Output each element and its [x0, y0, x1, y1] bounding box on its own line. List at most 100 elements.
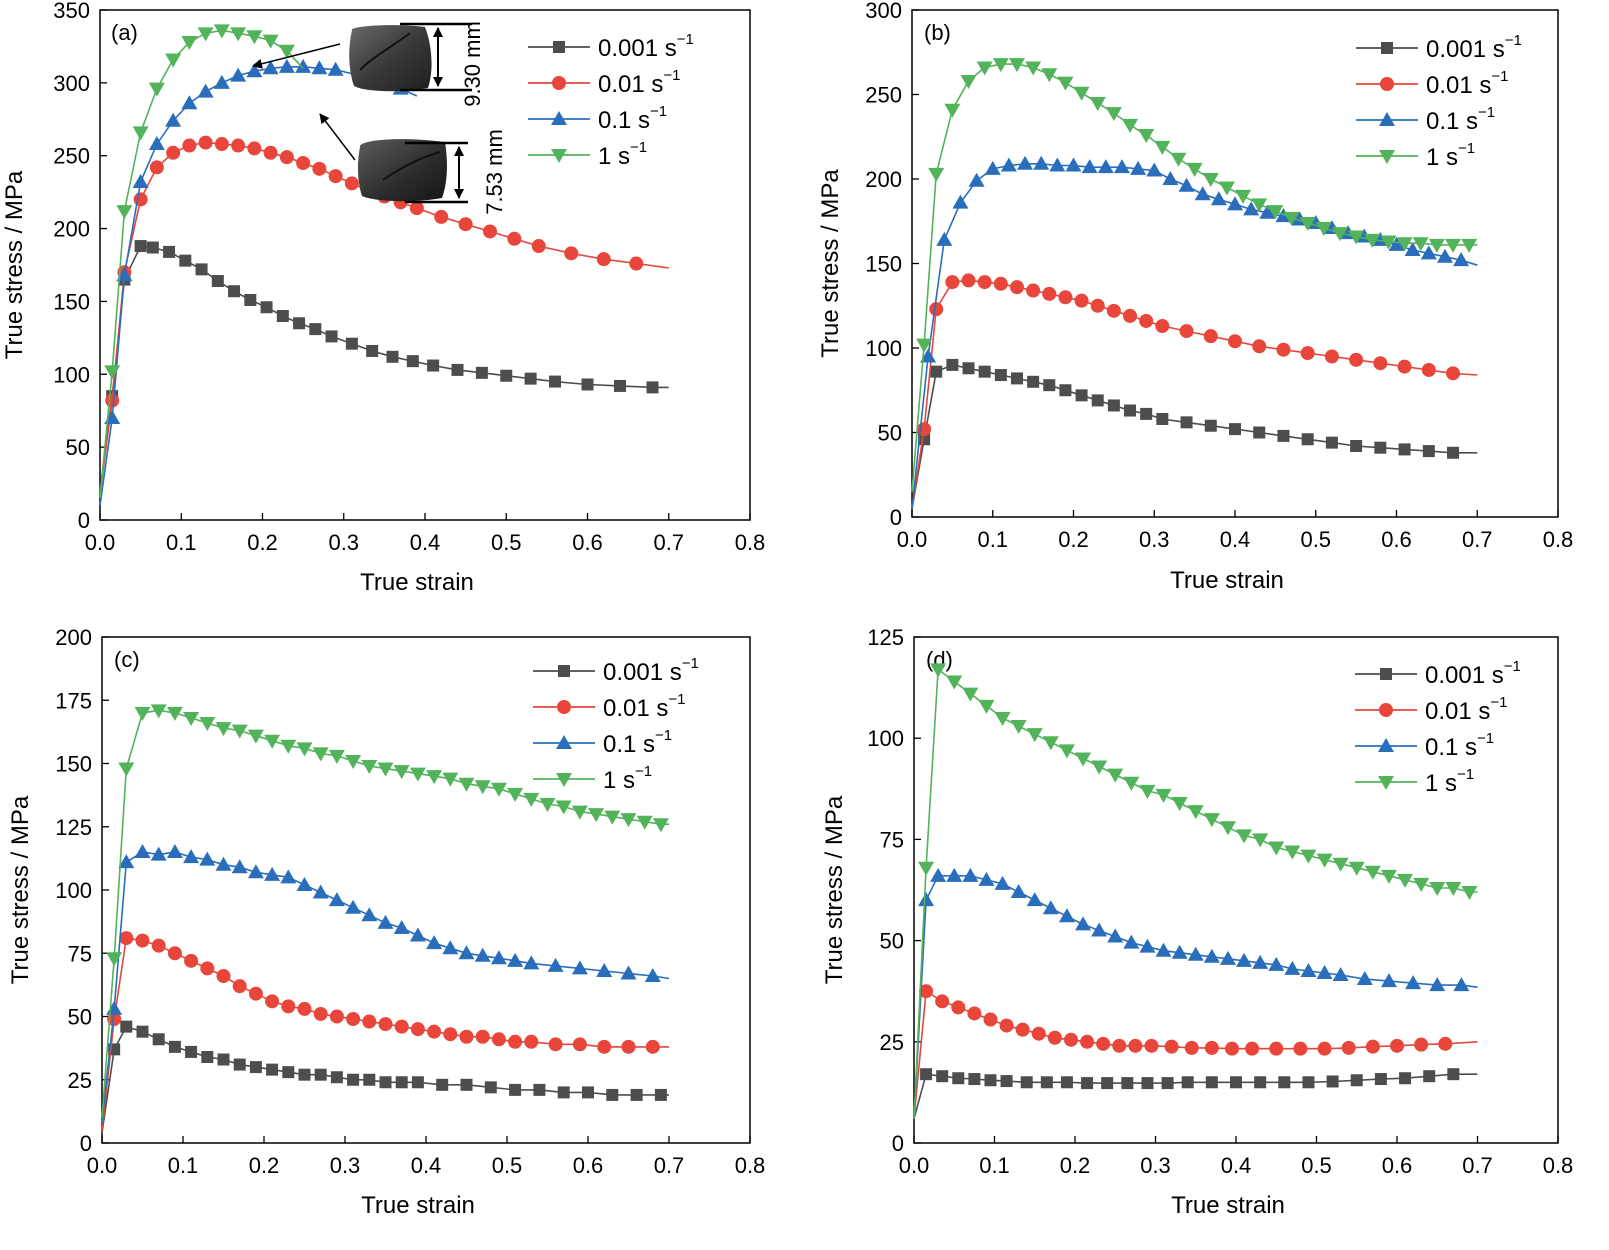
- data-point: [1301, 433, 1314, 446]
- data-point: [1139, 784, 1156, 799]
- data-point: [960, 74, 977, 89]
- series-0_01: [911, 273, 1478, 509]
- data-point: [136, 1025, 149, 1038]
- y-tick-label: 150: [865, 252, 902, 277]
- data-point: [945, 275, 960, 290]
- data-point: [1008, 58, 1025, 73]
- data-point: [523, 792, 540, 807]
- data-point: [1027, 375, 1040, 388]
- data-point: [1017, 155, 1034, 170]
- data-point: [976, 61, 993, 76]
- data-point: [1350, 440, 1363, 453]
- data-point: [1096, 1036, 1111, 1051]
- data-point: [1141, 1077, 1154, 1090]
- data-point: [1364, 233, 1381, 248]
- data-point: [1203, 329, 1218, 344]
- data-point: [426, 935, 443, 950]
- data-point: [507, 952, 524, 967]
- data-point: [978, 871, 995, 886]
- y-tick-label: 25: [68, 1068, 92, 1093]
- data-point: [166, 145, 181, 160]
- data-point: [247, 729, 264, 744]
- data-point: [1130, 160, 1147, 175]
- data-point: [246, 63, 263, 78]
- data-point: [524, 372, 537, 385]
- legend-item: 0.1 s−1: [533, 727, 672, 758]
- data-point: [1026, 728, 1043, 743]
- data-point: [1341, 1040, 1356, 1055]
- data-point: [232, 979, 247, 994]
- y-tick-label: 50: [68, 1005, 92, 1030]
- data-point: [929, 302, 944, 317]
- data-point: [936, 231, 953, 246]
- data-point: [345, 754, 362, 769]
- data-point: [1181, 1076, 1194, 1089]
- x-tick-label: 0.2: [1058, 527, 1089, 552]
- data-point: [1101, 1077, 1114, 1090]
- data-point: [549, 375, 561, 388]
- series-line: [101, 937, 669, 1131]
- data-point: [199, 851, 216, 866]
- data-point: [918, 892, 935, 907]
- data-point: [279, 150, 294, 165]
- x-axis-title: True strain: [1170, 567, 1284, 594]
- data-point: [119, 931, 134, 946]
- data-point: [1269, 1041, 1284, 1056]
- data-point: [1268, 956, 1285, 971]
- data-point: [247, 864, 264, 879]
- series-0_001: [101, 1020, 669, 1134]
- data-point: [262, 60, 279, 75]
- data-point: [935, 994, 950, 1009]
- data-point: [1123, 776, 1140, 791]
- data-point: [325, 330, 338, 343]
- y-tick-label: 150: [55, 752, 92, 777]
- x-axis-title: True strain: [360, 569, 474, 596]
- data-point: [378, 1017, 393, 1032]
- data-point: [215, 856, 232, 871]
- data-point: [968, 172, 985, 187]
- data-point: [1097, 159, 1114, 174]
- y-tick-label: 150: [53, 289, 90, 314]
- legend-label: 1 s−1: [603, 763, 652, 794]
- data-point: [165, 53, 182, 68]
- data-point: [946, 675, 963, 690]
- data-point: [1042, 736, 1059, 751]
- data-point: [460, 1078, 473, 1091]
- data-point: [1300, 962, 1317, 977]
- data-point: [1075, 389, 1088, 402]
- data-point: [361, 907, 378, 922]
- data-point: [572, 1037, 587, 1052]
- data-point: [1325, 436, 1338, 449]
- data-point: [379, 1076, 392, 1089]
- legend-item: 0.001 s−1: [528, 31, 694, 62]
- data-point: [555, 800, 572, 815]
- data-point: [411, 1076, 424, 1089]
- data-point: [646, 381, 659, 394]
- data-point: [327, 61, 344, 76]
- data-point: [1060, 1076, 1073, 1089]
- data-point: [149, 160, 164, 175]
- data-point: [952, 194, 969, 209]
- data-point: [409, 201, 424, 216]
- data-point: [213, 74, 230, 89]
- data-point: [1397, 359, 1412, 374]
- data-point: [1429, 881, 1446, 896]
- data-point: [1010, 720, 1027, 735]
- y-tick-label: 200: [55, 625, 92, 650]
- data-point: [1202, 173, 1219, 187]
- data-point: [246, 30, 263, 45]
- x-tick-label: 0.8: [1543, 1153, 1574, 1178]
- data-point: [1283, 211, 1300, 226]
- data-point: [217, 1053, 230, 1066]
- data-point: [1317, 1041, 1332, 1056]
- data-point: [1146, 162, 1163, 177]
- data-point: [345, 337, 358, 350]
- x-tick-label: 0.0: [87, 1153, 118, 1178]
- data-point: [278, 44, 295, 59]
- x-tick-label: 0.6: [573, 1153, 604, 1178]
- y-axis-title: True stress / MPa: [821, 795, 848, 984]
- data-point: [1438, 1036, 1453, 1051]
- data-point: [1252, 833, 1269, 848]
- data-point: [1380, 869, 1397, 884]
- data-point: [1302, 1076, 1315, 1089]
